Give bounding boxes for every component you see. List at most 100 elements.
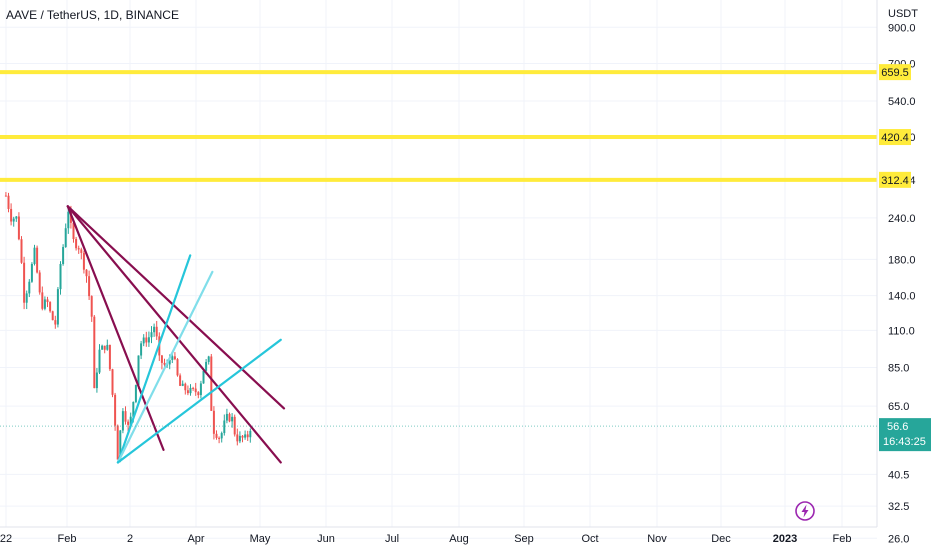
candle-body [153,326,156,333]
candle-body [137,355,140,386]
candle-body [106,344,109,350]
trendline-cyan[interactable] [116,254,192,464]
candle-body [220,433,223,439]
candle-body [132,401,135,417]
lightning-icon[interactable] [794,500,816,522]
candle-body [17,216,20,240]
last-price-tag [879,418,931,452]
candle-body [80,249,83,253]
candle-body [41,292,44,309]
candle-body [46,299,49,303]
price-axis-label: 180.0 [888,254,916,266]
trendline-maroon[interactable] [66,205,282,464]
candle-body [168,359,171,365]
price-axis-label: 32.5 [888,501,909,513]
candle-body [192,387,195,389]
time-axis-label: 2023 [773,533,797,545]
candle-body [72,222,75,240]
candle-body [25,293,28,303]
time-axis-label: Feb [58,533,77,545]
candle-body [134,385,137,402]
candle-body [49,302,52,312]
candle-body [212,410,215,434]
candle-body [38,272,41,293]
time-axis-label: Sep [514,533,534,545]
trendline-lightcyan[interactable] [116,270,214,464]
horizontal-levels[interactable] [0,70,877,182]
candle-body [59,263,62,290]
candle-body [199,383,202,396]
candle-body [116,425,119,460]
time-axis-label: 2 [127,533,133,545]
candle-body [228,413,231,422]
price-axis-label: 110.0 [888,325,915,337]
time-axis[interactable]: 22 Feb 2 Apr May Jun Jul Aug Sep Oct Nov Dec 2023 Feb [0,526,877,545]
candle-body [223,420,226,434]
candle-body [90,296,93,317]
candle-body [119,430,122,460]
candle-body [121,411,124,431]
candle-body [111,369,114,395]
candle-body [171,356,174,360]
grid [0,0,877,539]
time-axis-label: Apr [187,533,204,545]
candle-body [33,247,36,264]
candle-body [28,281,31,294]
price-axis-label: 900.0 [888,22,916,34]
candle-body [202,370,205,384]
candle-body [215,433,218,438]
candle-body [10,208,13,222]
currency-label: USDT [888,8,918,20]
price-axis-label: 140.0 [888,291,916,303]
candle-body [69,211,72,223]
level-price-tag [879,64,911,81]
candle-body [207,356,210,362]
candle-body [155,326,158,337]
trendline-maroon[interactable] [66,205,286,410]
candle-body [95,372,98,389]
level-price-tag [879,171,911,188]
candle-body [129,416,132,425]
trendline-cyan[interactable] [116,338,282,464]
candle-body [218,437,221,439]
candle-body [241,435,244,438]
candle-body [205,361,208,371]
candle-body [163,362,166,365]
last-price-value: 56.6 [887,421,908,433]
candle-body [82,252,85,270]
candle-body [62,247,65,264]
price-axis-label: 40.5 [888,469,909,481]
candle-body [124,411,127,422]
candle-body [244,434,247,438]
candle-body [197,392,200,396]
level-price-label: 659.5 [881,67,909,79]
candle-body [103,345,106,350]
candle-body [181,383,184,386]
level-price-tag [879,129,911,146]
price-axis-label: 65.0 [888,401,909,413]
candlesticks[interactable] [4,192,252,463]
time-axis-label: 22 [0,533,12,545]
candle-body [20,239,23,263]
candle-body [160,355,163,363]
candle-body [30,263,33,282]
candle-body [210,356,213,411]
candle-body [189,387,192,394]
candle-body [145,337,148,343]
candle-body [64,228,67,248]
candle-body [12,218,15,222]
candle-body [75,239,78,249]
trendline-maroon[interactable] [66,205,165,451]
time-axis-label: May [250,533,271,545]
time-axis-label: Jul [385,533,399,545]
trendlines[interactable] [66,205,286,464]
candle-body [140,343,143,356]
time-axis-label: Oct [581,533,598,545]
level-price-label: 312.4 [881,175,909,187]
candle-body [246,434,249,438]
candle-body [114,394,117,426]
candle-body [173,356,176,360]
candle-body [4,195,7,197]
